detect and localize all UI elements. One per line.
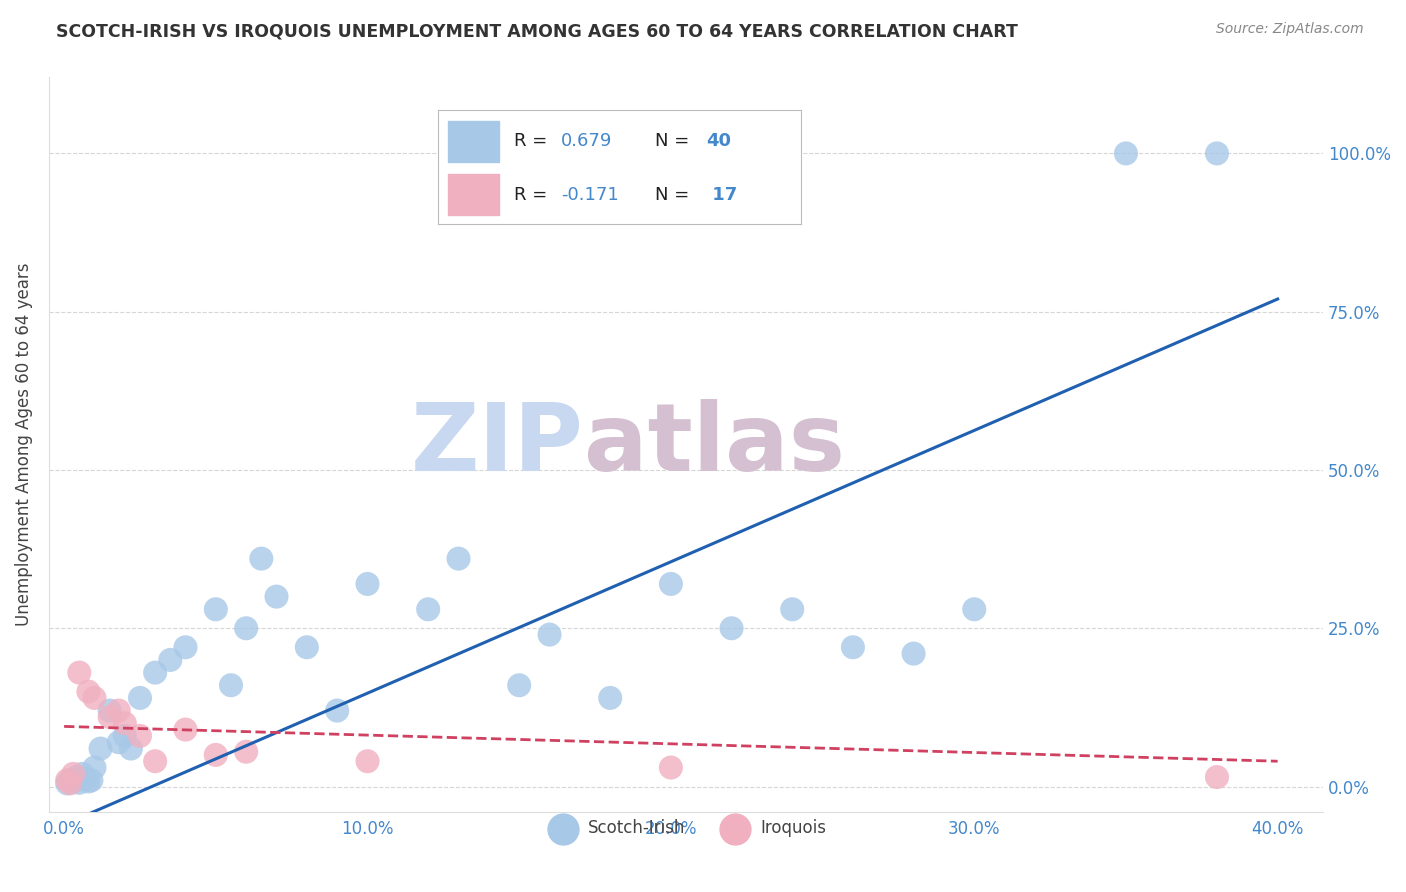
Point: [120, 741, 142, 756]
Point: [963, 602, 986, 616]
Legend: Scotch-Irish, Iroquois: Scotch-Irish, Iroquois: [540, 813, 832, 844]
Point: [356, 577, 378, 591]
Point: [538, 627, 561, 641]
Point: [65, 770, 87, 784]
Text: Source: ZipAtlas.com: Source: ZipAtlas.com: [1216, 22, 1364, 37]
Point: [72, 767, 94, 781]
Point: [56, 776, 79, 790]
Point: [129, 729, 152, 743]
Point: [98, 710, 121, 724]
Point: [235, 621, 257, 635]
Point: [1206, 146, 1229, 161]
Point: [250, 551, 273, 566]
Point: [205, 602, 228, 616]
Point: [107, 704, 129, 718]
Point: [659, 577, 682, 591]
Point: [174, 723, 197, 737]
Point: [59, 776, 82, 790]
Point: [174, 640, 197, 655]
Point: [67, 665, 90, 680]
Point: [903, 647, 925, 661]
Text: ZIP: ZIP: [411, 399, 583, 491]
Point: [508, 678, 530, 692]
Point: [1115, 146, 1137, 161]
Point: [56, 773, 79, 788]
Point: [75, 772, 97, 786]
Point: [720, 621, 742, 635]
Point: [235, 745, 257, 759]
Point: [77, 774, 100, 789]
Point: [67, 776, 90, 790]
Point: [326, 704, 349, 718]
Point: [80, 773, 103, 788]
Point: [295, 640, 318, 655]
Point: [1206, 770, 1229, 784]
Point: [143, 754, 166, 768]
Point: [205, 747, 228, 762]
Point: [129, 690, 152, 705]
Point: [659, 760, 682, 774]
Point: [356, 754, 378, 768]
Point: [83, 760, 105, 774]
Text: atlas: atlas: [583, 399, 845, 491]
Point: [62, 767, 84, 781]
Point: [159, 653, 181, 667]
Point: [780, 602, 803, 616]
Point: [62, 774, 84, 789]
Point: [83, 690, 105, 705]
Point: [114, 716, 136, 731]
Point: [418, 602, 440, 616]
Point: [599, 690, 621, 705]
Text: SCOTCH-IRISH VS IROQUOIS UNEMPLOYMENT AMONG AGES 60 TO 64 YEARS CORRELATION CHAR: SCOTCH-IRISH VS IROQUOIS UNEMPLOYMENT AM…: [56, 22, 1018, 40]
Y-axis label: Unemployment Among Ages 60 to 64 years: Unemployment Among Ages 60 to 64 years: [15, 263, 32, 626]
Point: [77, 684, 100, 698]
Point: [266, 590, 288, 604]
Point: [90, 741, 112, 756]
Point: [59, 773, 82, 788]
Point: [447, 551, 470, 566]
Point: [143, 665, 166, 680]
Point: [219, 678, 242, 692]
Point: [107, 735, 129, 749]
Point: [114, 729, 136, 743]
Point: [842, 640, 865, 655]
Point: [98, 704, 121, 718]
